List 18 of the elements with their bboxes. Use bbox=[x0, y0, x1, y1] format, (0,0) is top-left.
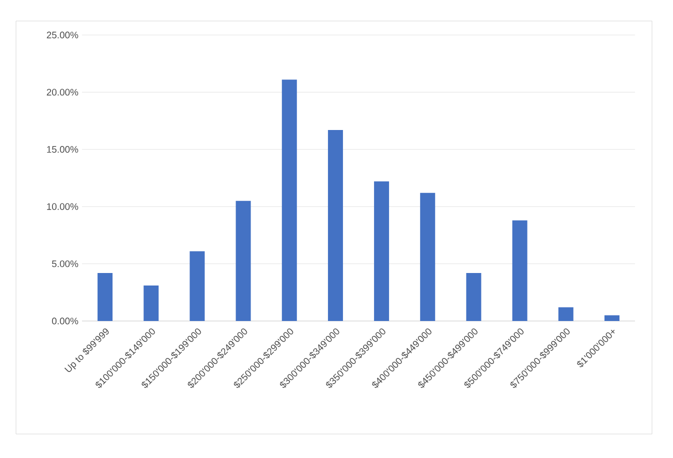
bar bbox=[466, 272, 482, 321]
y-tick-label: 10.00% bbox=[47, 203, 78, 210]
bar bbox=[420, 192, 436, 321]
bar bbox=[374, 181, 390, 321]
bar bbox=[512, 220, 528, 321]
y-tick-label: 15.00% bbox=[47, 146, 78, 153]
bar bbox=[328, 130, 343, 321]
y-tick-label: 25.00% bbox=[46, 32, 78, 38]
bar bbox=[144, 286, 159, 321]
y-tick-label: 0.00% bbox=[52, 318, 78, 324]
bar bbox=[282, 80, 297, 321]
bar bbox=[558, 307, 574, 321]
bar bbox=[604, 315, 620, 321]
bar bbox=[236, 200, 251, 321]
y-tick-label: 5.00% bbox=[52, 260, 78, 268]
y-tick-label: 20.00% bbox=[46, 88, 78, 96]
bar bbox=[98, 272, 113, 321]
bar bbox=[190, 251, 205, 321]
